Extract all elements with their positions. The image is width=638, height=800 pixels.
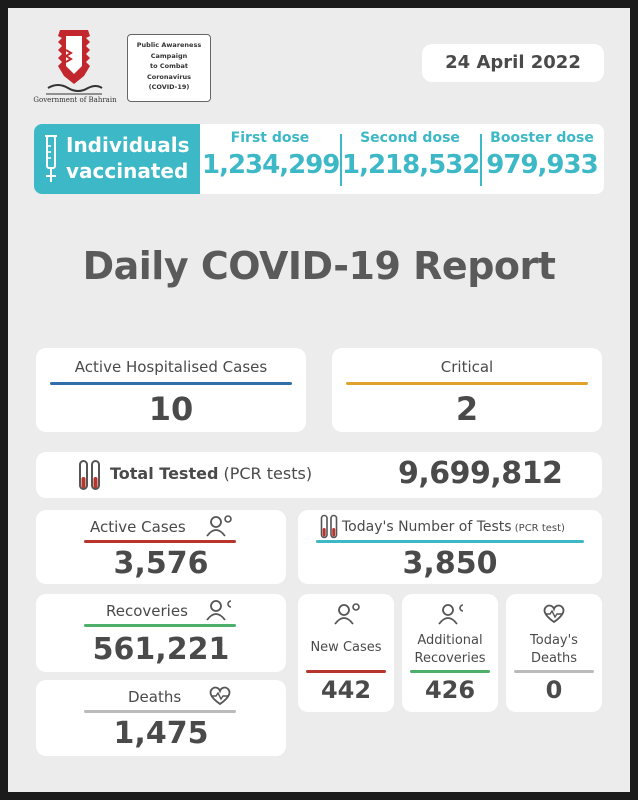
dose-divider — [480, 134, 482, 186]
test-tubes-icon — [320, 514, 338, 544]
campaign-line: Coronavirus — [146, 72, 192, 81]
syringe-icon — [42, 132, 60, 190]
heart-pulse-icon — [208, 686, 232, 710]
report-frame: Government of Bahrain Public Awareness C… — [8, 8, 630, 792]
new-cases-underline — [306, 670, 386, 673]
active-cases-underline — [84, 540, 236, 543]
first-dose-value: 1,234,299 — [202, 150, 340, 180]
recoveries-value: 561,221 — [92, 632, 230, 667]
todays-deaths-underline — [514, 670, 594, 673]
person-recovered-icon — [206, 598, 234, 626]
vaccinated-title-box: Individuals vaccinated — [34, 124, 200, 194]
test-tubes-icon — [78, 459, 102, 497]
new-cases-value: 442 — [320, 676, 372, 704]
todays-tests-card: Today's Number of Tests (PCR test) 3,850 — [298, 510, 602, 584]
hospitalised-card: Active Hospitalised Cases 10 — [36, 348, 306, 432]
additional-recoveries-label-line1: Additional — [417, 633, 483, 648]
report-date: 24 April 2022 — [445, 52, 581, 73]
vaccinated-title-line2: vaccinated — [66, 159, 189, 183]
campaign-line: Public Awareness — [136, 41, 202, 49]
recoveries-card: Recoveries 561,221 — [36, 594, 286, 672]
critical-underline — [346, 382, 588, 385]
date-card: 24 April 2022 — [422, 44, 604, 82]
additional-recoveries-label: Additional Recoveries — [402, 632, 498, 668]
critical-label: Critical — [440, 358, 494, 376]
booster-dose-column: Booster dose 979,933 — [482, 130, 602, 184]
dose-divider — [340, 134, 342, 186]
todays-deaths-label-line1: Today's — [530, 633, 578, 648]
todays-tests-label-main: Today's Number of Tests — [342, 519, 512, 535]
hospitalised-label: Active Hospitalised Cases — [74, 358, 268, 376]
first-dose-label: First dose — [230, 130, 310, 146]
new-cases-label: New Cases — [310, 640, 382, 655]
todays-tests-underline — [316, 540, 584, 543]
person-virus-icon — [334, 602, 362, 630]
campaign-box: Public Awareness Campaign to Combat Coro… — [127, 34, 211, 102]
total-tested-label-bold: Total Tested — [110, 464, 219, 483]
page-title: Daily COVID-19 Report — [82, 244, 556, 288]
additional-recoveries-underline — [410, 670, 490, 673]
critical-value: 2 — [455, 390, 479, 428]
booster-dose-label: Booster dose — [490, 130, 594, 146]
second-dose-column: Second dose 1,218,532 — [342, 130, 480, 184]
recoveries-underline — [84, 624, 236, 627]
person-virus-icon — [206, 514, 234, 542]
campaign-line: Campaign — [150, 51, 188, 60]
recoveries-label: Recoveries — [106, 602, 188, 620]
critical-card: Critical 2 — [332, 348, 602, 432]
active-cases-label: Active Cases — [90, 518, 186, 536]
vaccinated-title-line1: Individuals — [66, 133, 190, 157]
campaign-line: (COVID-19) — [148, 83, 190, 92]
todays-tests-value: 3,850 — [402, 546, 498, 581]
deaths-card: Deaths 1,475 — [36, 680, 286, 756]
government-label: Government of Bahrain — [33, 96, 117, 104]
heart-pulse-icon — [542, 604, 566, 628]
deaths-underline — [84, 710, 236, 713]
bahrain-emblem — [38, 26, 110, 106]
vaccination-bar: Individuals vaccinated First dose 1,234,… — [34, 124, 604, 194]
new-cases-card: New Cases 442 — [298, 594, 394, 712]
todays-deaths-label: Today's Deaths — [506, 632, 602, 668]
deaths-value: 1,475 — [113, 716, 209, 751]
total-tested-card: Total Tested (PCR tests) 9,699,812 — [36, 452, 602, 498]
hospitalised-value: 10 — [148, 390, 194, 428]
todays-tests-label-small: (PCR test) — [511, 523, 565, 534]
hospitalised-underline — [50, 382, 292, 385]
person-recovered-icon — [438, 602, 466, 630]
first-dose-column: First dose 1,234,299 — [202, 130, 340, 184]
total-tested-value: 9,699,812 — [398, 456, 563, 491]
total-tested-label-light: (PCR tests) — [218, 464, 313, 483]
deaths-label: Deaths — [128, 688, 182, 706]
booster-dose-value: 979,933 — [486, 150, 598, 180]
additional-recoveries-card: Additional Recoveries 426 — [402, 594, 498, 712]
todays-deaths-label-line2: Deaths — [530, 651, 578, 666]
active-cases-value: 3,576 — [113, 546, 209, 581]
campaign-line: to Combat — [150, 62, 188, 71]
total-tested-label: Total Tested (PCR tests) — [110, 464, 312, 483]
todays-tests-label: Today's Number of Tests (PCR test) — [342, 519, 565, 535]
second-dose-label: Second dose — [360, 130, 460, 146]
todays-deaths-value: 0 — [545, 676, 563, 704]
additional-recoveries-label-line2: Recoveries — [414, 651, 486, 666]
todays-deaths-card: Today's Deaths 0 — [506, 594, 602, 712]
active-cases-card: Active Cases 3,576 — [36, 510, 286, 584]
second-dose-value: 1,218,532 — [342, 150, 480, 180]
additional-recoveries-value: 426 — [424, 676, 476, 704]
